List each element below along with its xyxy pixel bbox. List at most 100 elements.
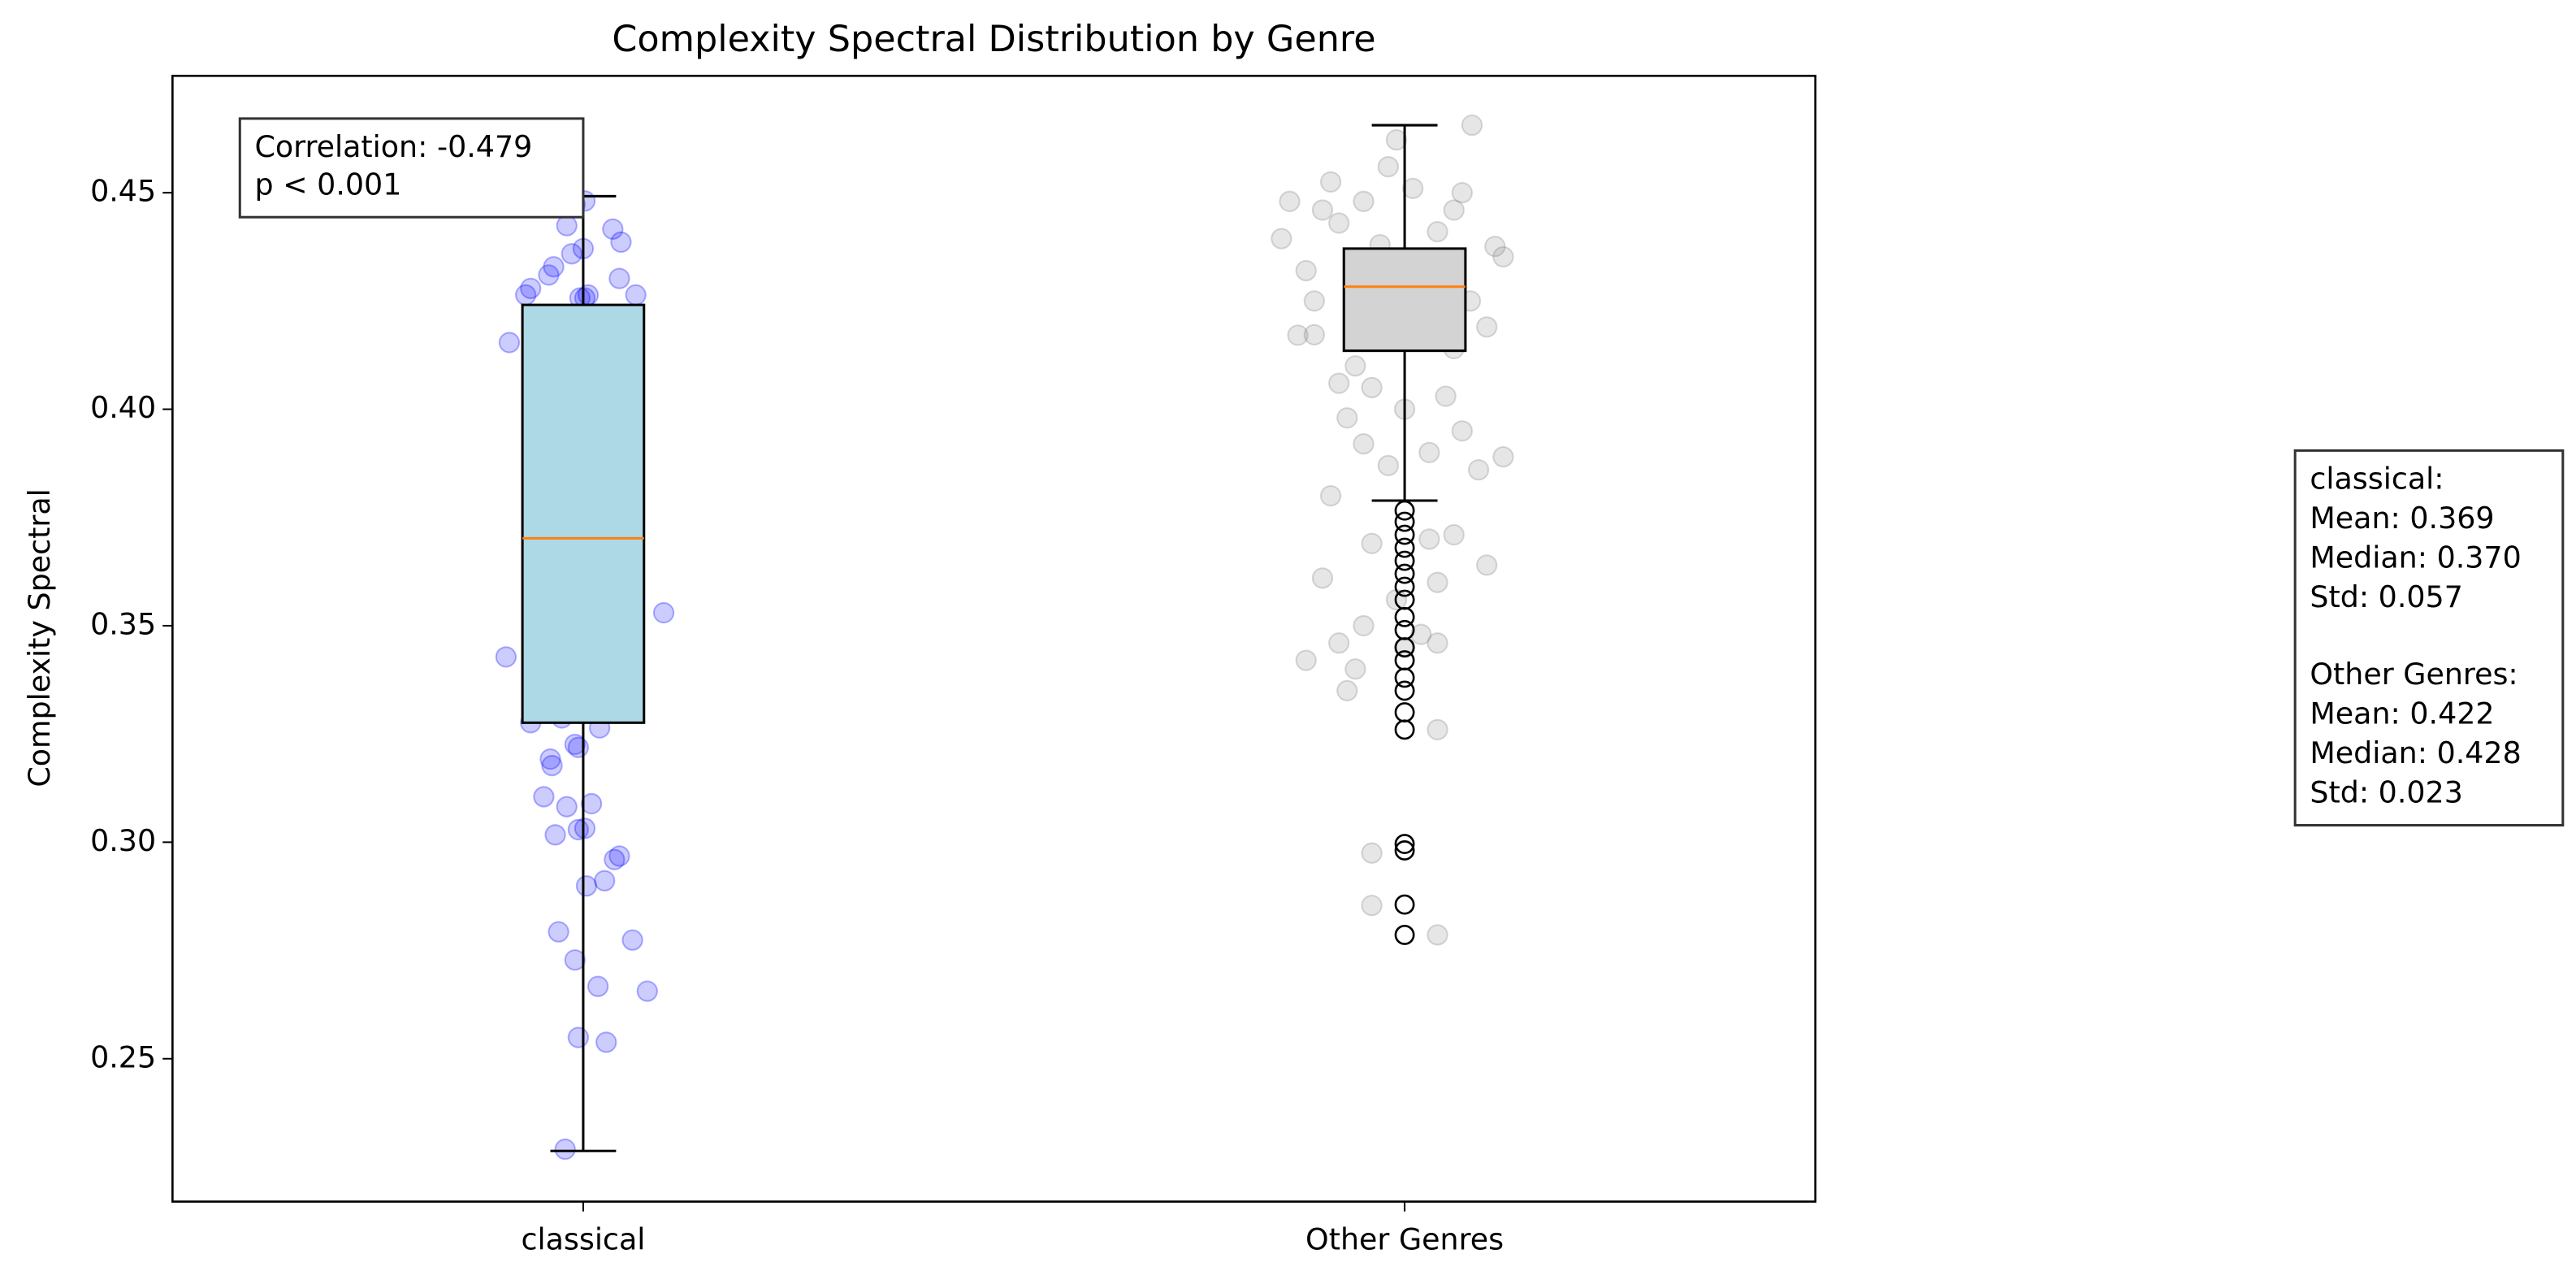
jitter-point	[495, 646, 517, 668]
jitter-point	[1311, 567, 1334, 589]
outlier	[1394, 719, 1415, 740]
jitter-point	[564, 949, 586, 971]
jitter-point	[556, 215, 578, 236]
jitter-point	[636, 980, 658, 1002]
jitter-point	[1303, 290, 1326, 312]
jitter-point	[1303, 323, 1326, 346]
jitter-point	[604, 848, 626, 870]
jitter-point	[1295, 649, 1317, 671]
jitter-point	[1319, 171, 1342, 193]
jitter-point	[544, 824, 566, 846]
stats-text: Mean: 0.422	[2310, 696, 2494, 731]
jitter-point	[1336, 679, 1358, 702]
y-axis-label: Complexity Spectral	[22, 488, 57, 787]
jitter-point	[1336, 407, 1358, 429]
jitter-point	[1361, 895, 1383, 917]
jitter-point	[498, 332, 521, 354]
jitter-point	[587, 975, 609, 997]
jitter-point	[554, 1138, 576, 1160]
jitter-point	[520, 277, 542, 300]
stats-text: Mean: 0.369	[2310, 501, 2494, 536]
jitter-point	[1451, 420, 1474, 442]
jitter-point	[1427, 632, 1448, 654]
jitter-point	[1353, 433, 1375, 455]
jitter-point	[652, 601, 675, 624]
outlier	[1394, 680, 1415, 701]
jitter-point	[625, 284, 647, 306]
outlier	[1394, 840, 1415, 861]
stats-text: classical:	[2310, 461, 2444, 496]
jitter-point	[567, 1026, 590, 1048]
jitter-point	[1461, 114, 1483, 137]
jitter-point	[1328, 372, 1350, 394]
jitter-point	[1427, 718, 1448, 740]
jitter-point	[1361, 842, 1383, 864]
jitter-point	[541, 754, 563, 777]
annotation-text: p < 0.001	[254, 167, 401, 202]
jitter-point	[575, 875, 598, 897]
jitter-point	[556, 796, 578, 818]
jitter-point	[1402, 177, 1424, 199]
jitter-point	[608, 845, 630, 867]
y-tick-label: 0.45	[90, 174, 156, 209]
jitter-point	[1353, 614, 1375, 637]
outlier	[1394, 500, 1415, 521]
jitter-point	[1427, 924, 1448, 946]
outlier	[1394, 834, 1415, 854]
jitter-point	[1271, 228, 1292, 249]
outlier	[1394, 667, 1415, 688]
jitter-point	[1484, 236, 1506, 258]
jitter-point	[574, 818, 596, 839]
jitter-point	[580, 792, 603, 815]
jitter-point	[1385, 129, 1408, 151]
stats-text: Std: 0.023	[2310, 775, 2462, 810]
outlier	[1394, 637, 1415, 658]
jitter-point	[1467, 459, 1490, 481]
outlier	[1394, 924, 1415, 945]
jitter-point	[548, 921, 569, 943]
x-tick-label: Other Genres	[1305, 1222, 1504, 1257]
jitter-point	[1451, 182, 1474, 204]
stats-text: Median: 0.370	[2310, 540, 2521, 575]
jitter-point	[1492, 446, 1514, 468]
jitter-point	[1435, 385, 1457, 407]
annotation-text: Correlation: -0.479	[254, 129, 532, 164]
jitter-point	[595, 1031, 617, 1053]
jitter-point	[1287, 324, 1309, 346]
jitter-point	[1427, 220, 1448, 243]
jitter-point	[1410, 623, 1432, 645]
jitter-point	[538, 264, 560, 286]
jitter-point	[561, 243, 582, 265]
outlier	[1394, 511, 1415, 532]
jitter-point	[514, 284, 537, 306]
jitter-point	[1311, 199, 1334, 221]
jitter-point	[608, 267, 630, 289]
stats-box	[2293, 449, 2565, 827]
y-tick-label: 0.30	[90, 823, 156, 858]
jitter-point	[1427, 571, 1448, 593]
outlier	[1394, 537, 1415, 558]
stats-text: Other Genres:	[2310, 657, 2518, 692]
stats-text: Median: 0.428	[2310, 735, 2521, 770]
jitter-point	[1361, 532, 1383, 554]
jitter-point	[1344, 355, 1366, 377]
jitter-point	[1328, 212, 1350, 234]
jitter-point	[1377, 156, 1400, 178]
jitter-point	[1295, 259, 1317, 282]
outlier	[1394, 606, 1415, 627]
y-tick-label: 0.25	[90, 1039, 156, 1074]
outlier	[1394, 563, 1415, 584]
jitter-point	[1328, 632, 1350, 654]
jitter-point	[533, 786, 555, 808]
outlier	[1394, 894, 1415, 915]
box	[1342, 247, 1467, 353]
jitter-point	[543, 256, 565, 278]
jitter-point	[1443, 523, 1465, 546]
jitter-point	[610, 231, 632, 254]
jitter-point	[1319, 484, 1342, 507]
outlier	[1394, 524, 1415, 545]
chart-title: Complexity Spectral Distribution by Genr…	[612, 19, 1375, 60]
jitter-point	[1476, 316, 1498, 338]
